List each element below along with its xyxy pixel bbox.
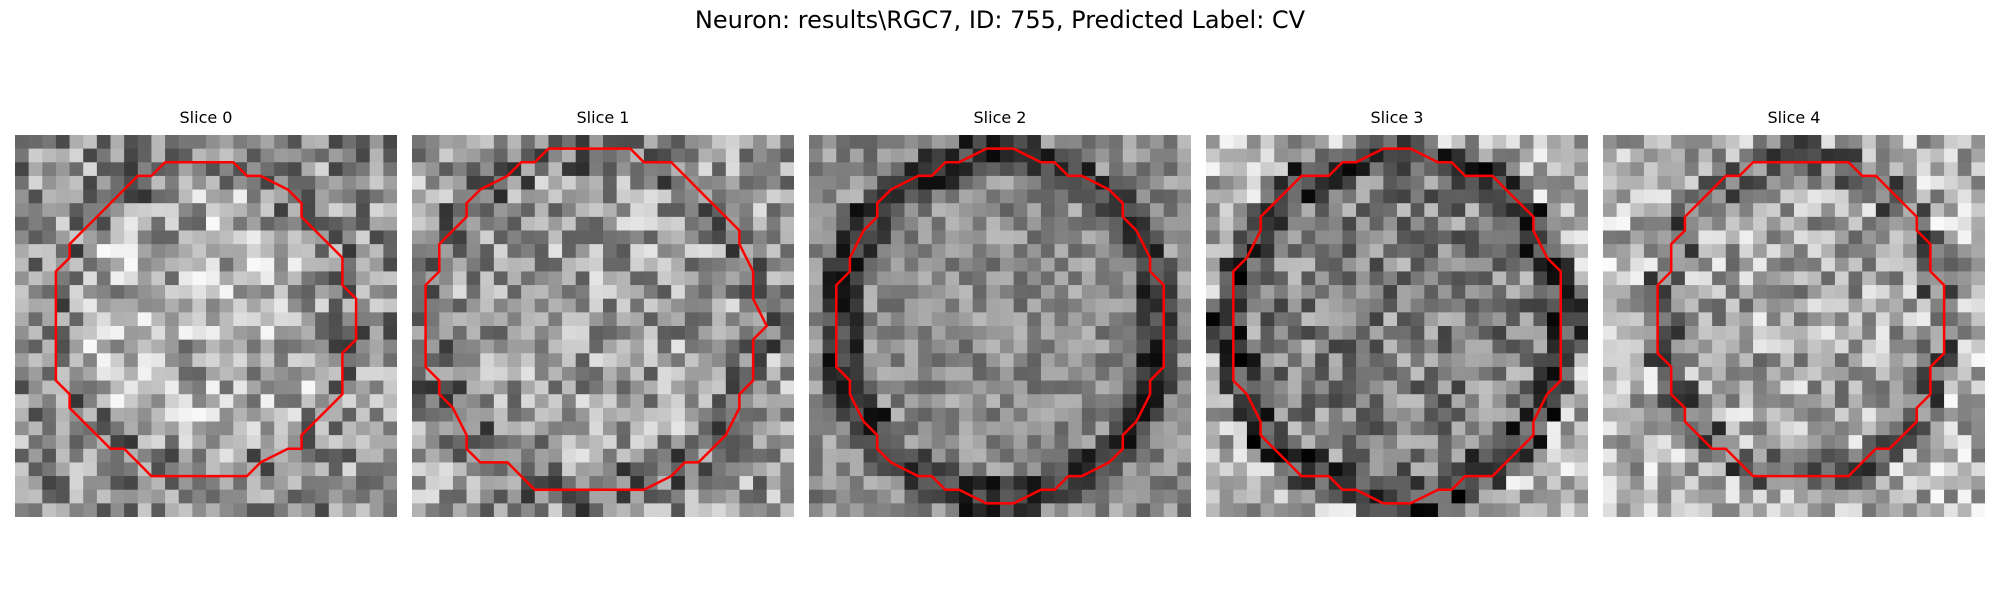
slice-title-1: Slice 1 [412, 108, 794, 127]
figure-title: Neuron: results\RGC7, ID: 755, Predicted… [0, 6, 2000, 34]
slice-image-0 [15, 135, 397, 517]
slice-title-3: Slice 3 [1206, 108, 1588, 127]
pixel-grid [1206, 135, 1588, 517]
slice-image-3 [1206, 135, 1588, 517]
pixel-grid [809, 135, 1191, 517]
slice-title-0: Slice 0 [15, 108, 397, 127]
slice-image-1 [412, 135, 794, 517]
slice-image-4 [1603, 135, 1985, 517]
pixel-grid [412, 135, 794, 517]
slice-title-4: Slice 4 [1603, 108, 1985, 127]
pixel-grid [1603, 135, 1985, 517]
slice-title-2: Slice 2 [809, 108, 1191, 127]
slice-image-2 [809, 135, 1191, 517]
pixel-grid [15, 135, 397, 517]
